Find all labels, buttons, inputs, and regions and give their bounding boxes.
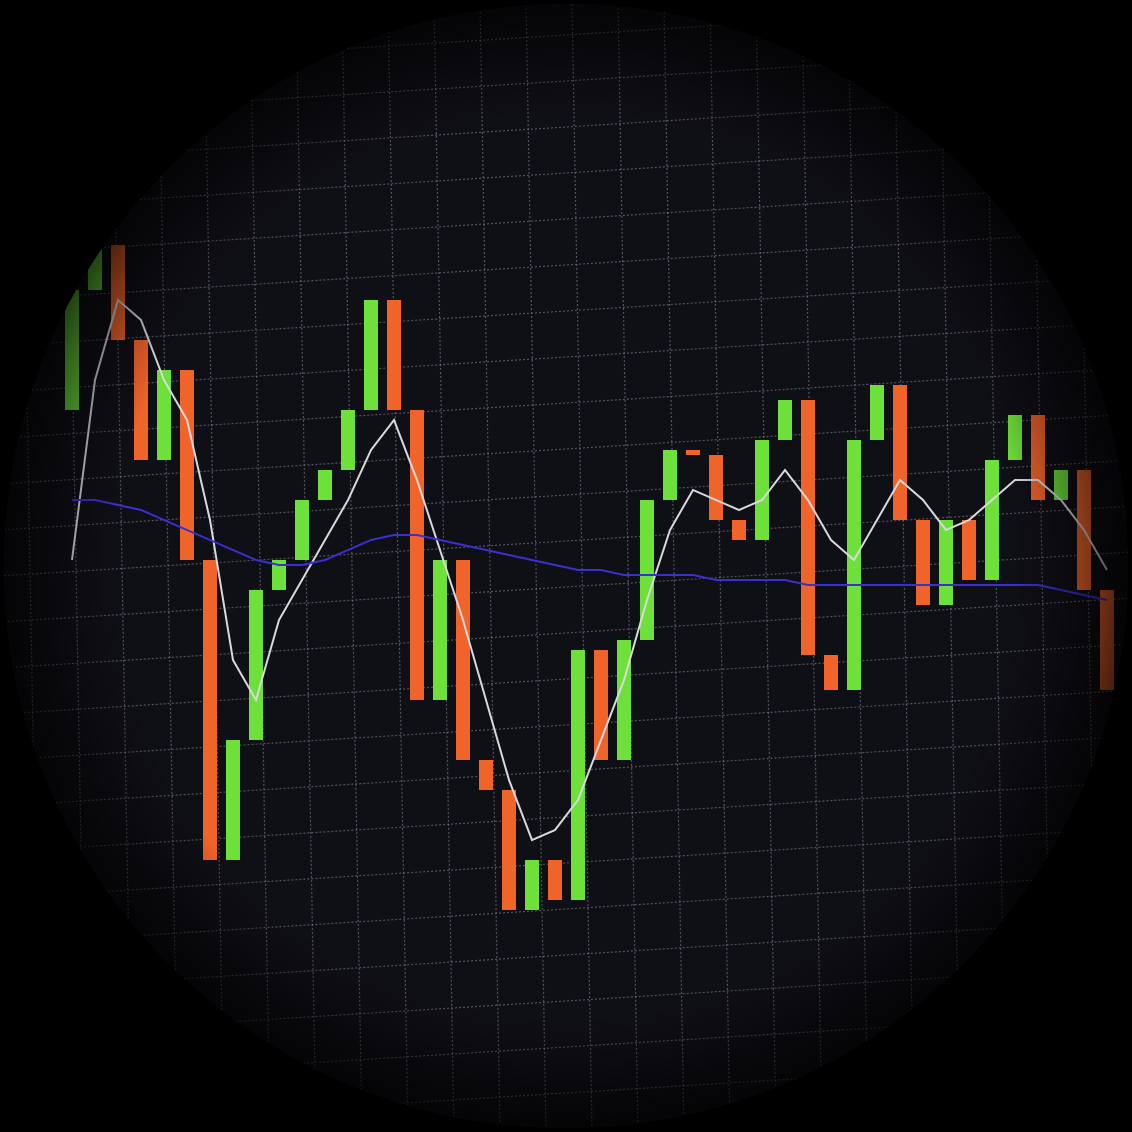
vignette <box>4 4 1128 1128</box>
